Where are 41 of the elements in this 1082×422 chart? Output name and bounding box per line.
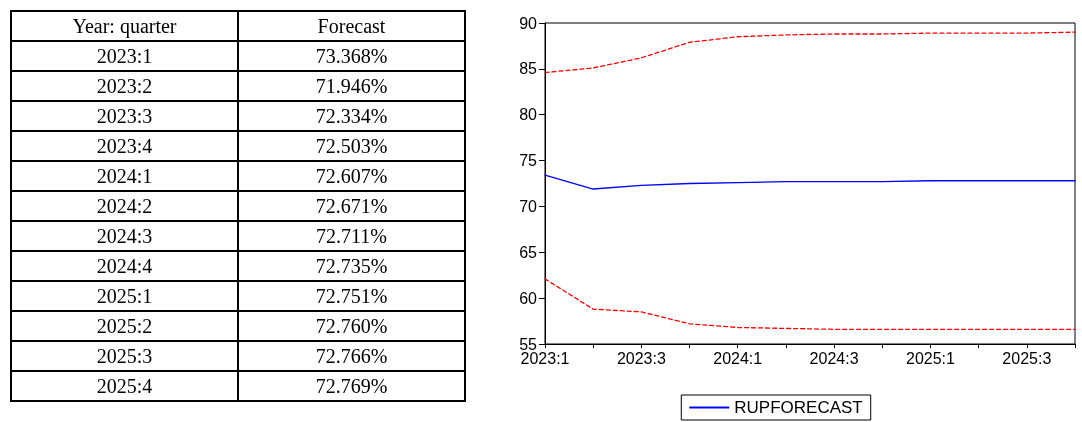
text: 72.766% — [315, 345, 388, 367]
x-tick-label: 2025:3 — [1002, 349, 1052, 367]
x-tick-label: 2025:1 — [905, 349, 956, 367]
category-label: 2023:1 — [11, 41, 238, 71]
y-tick-label: 70 — [519, 197, 538, 215]
text: 73.368% — [315, 45, 388, 67]
text: Forecast — [238, 11, 465, 41]
text: 72.503% — [315, 135, 388, 157]
category-label: 2023:3 — [11, 101, 238, 131]
text: 72.671% — [315, 195, 388, 217]
x-tick-label: 2023:3 — [616, 349, 666, 367]
category-label: 2024:3 — [11, 221, 238, 251]
text: 72.751% — [315, 285, 388, 307]
y-tick-label: 80 — [519, 106, 538, 124]
line-series — [544, 278, 1076, 330]
category-label: 2024:1 — [11, 161, 238, 191]
category-label: 2025:4 — [11, 371, 238, 401]
text: Year: quarter — [11, 11, 238, 41]
line-series — [544, 174, 1076, 190]
category-label: 2023:4 — [11, 131, 238, 161]
text: 72.760% — [315, 315, 388, 337]
line-series — [544, 31, 1076, 74]
category-label: 2023:2 — [11, 71, 238, 101]
category-label: 2024:4 — [11, 251, 238, 281]
category-label: 2024:2 — [11, 191, 238, 221]
x-tick-label: 2024:1 — [713, 349, 763, 367]
legend-label: RUPFORECAST — [734, 398, 863, 417]
text: 71.946% — [315, 75, 388, 97]
category-label: 2025:2 — [11, 311, 238, 341]
text: 72.769% — [315, 375, 388, 397]
y-tick-label: 65 — [519, 243, 538, 261]
text: 72.334% — [315, 105, 388, 127]
y-tick-label: 85 — [519, 60, 538, 78]
text: 72.607% — [315, 165, 388, 187]
text: 72.711% — [316, 225, 387, 247]
text: 72.735% — [315, 255, 388, 277]
y-tick-label: 90 — [519, 14, 538, 32]
y-tick-label: 75 — [519, 152, 538, 170]
y-tick-label: 60 — [519, 289, 538, 307]
x-tick-label: 2024:3 — [809, 349, 859, 367]
category-label: 2025:1 — [11, 281, 238, 311]
